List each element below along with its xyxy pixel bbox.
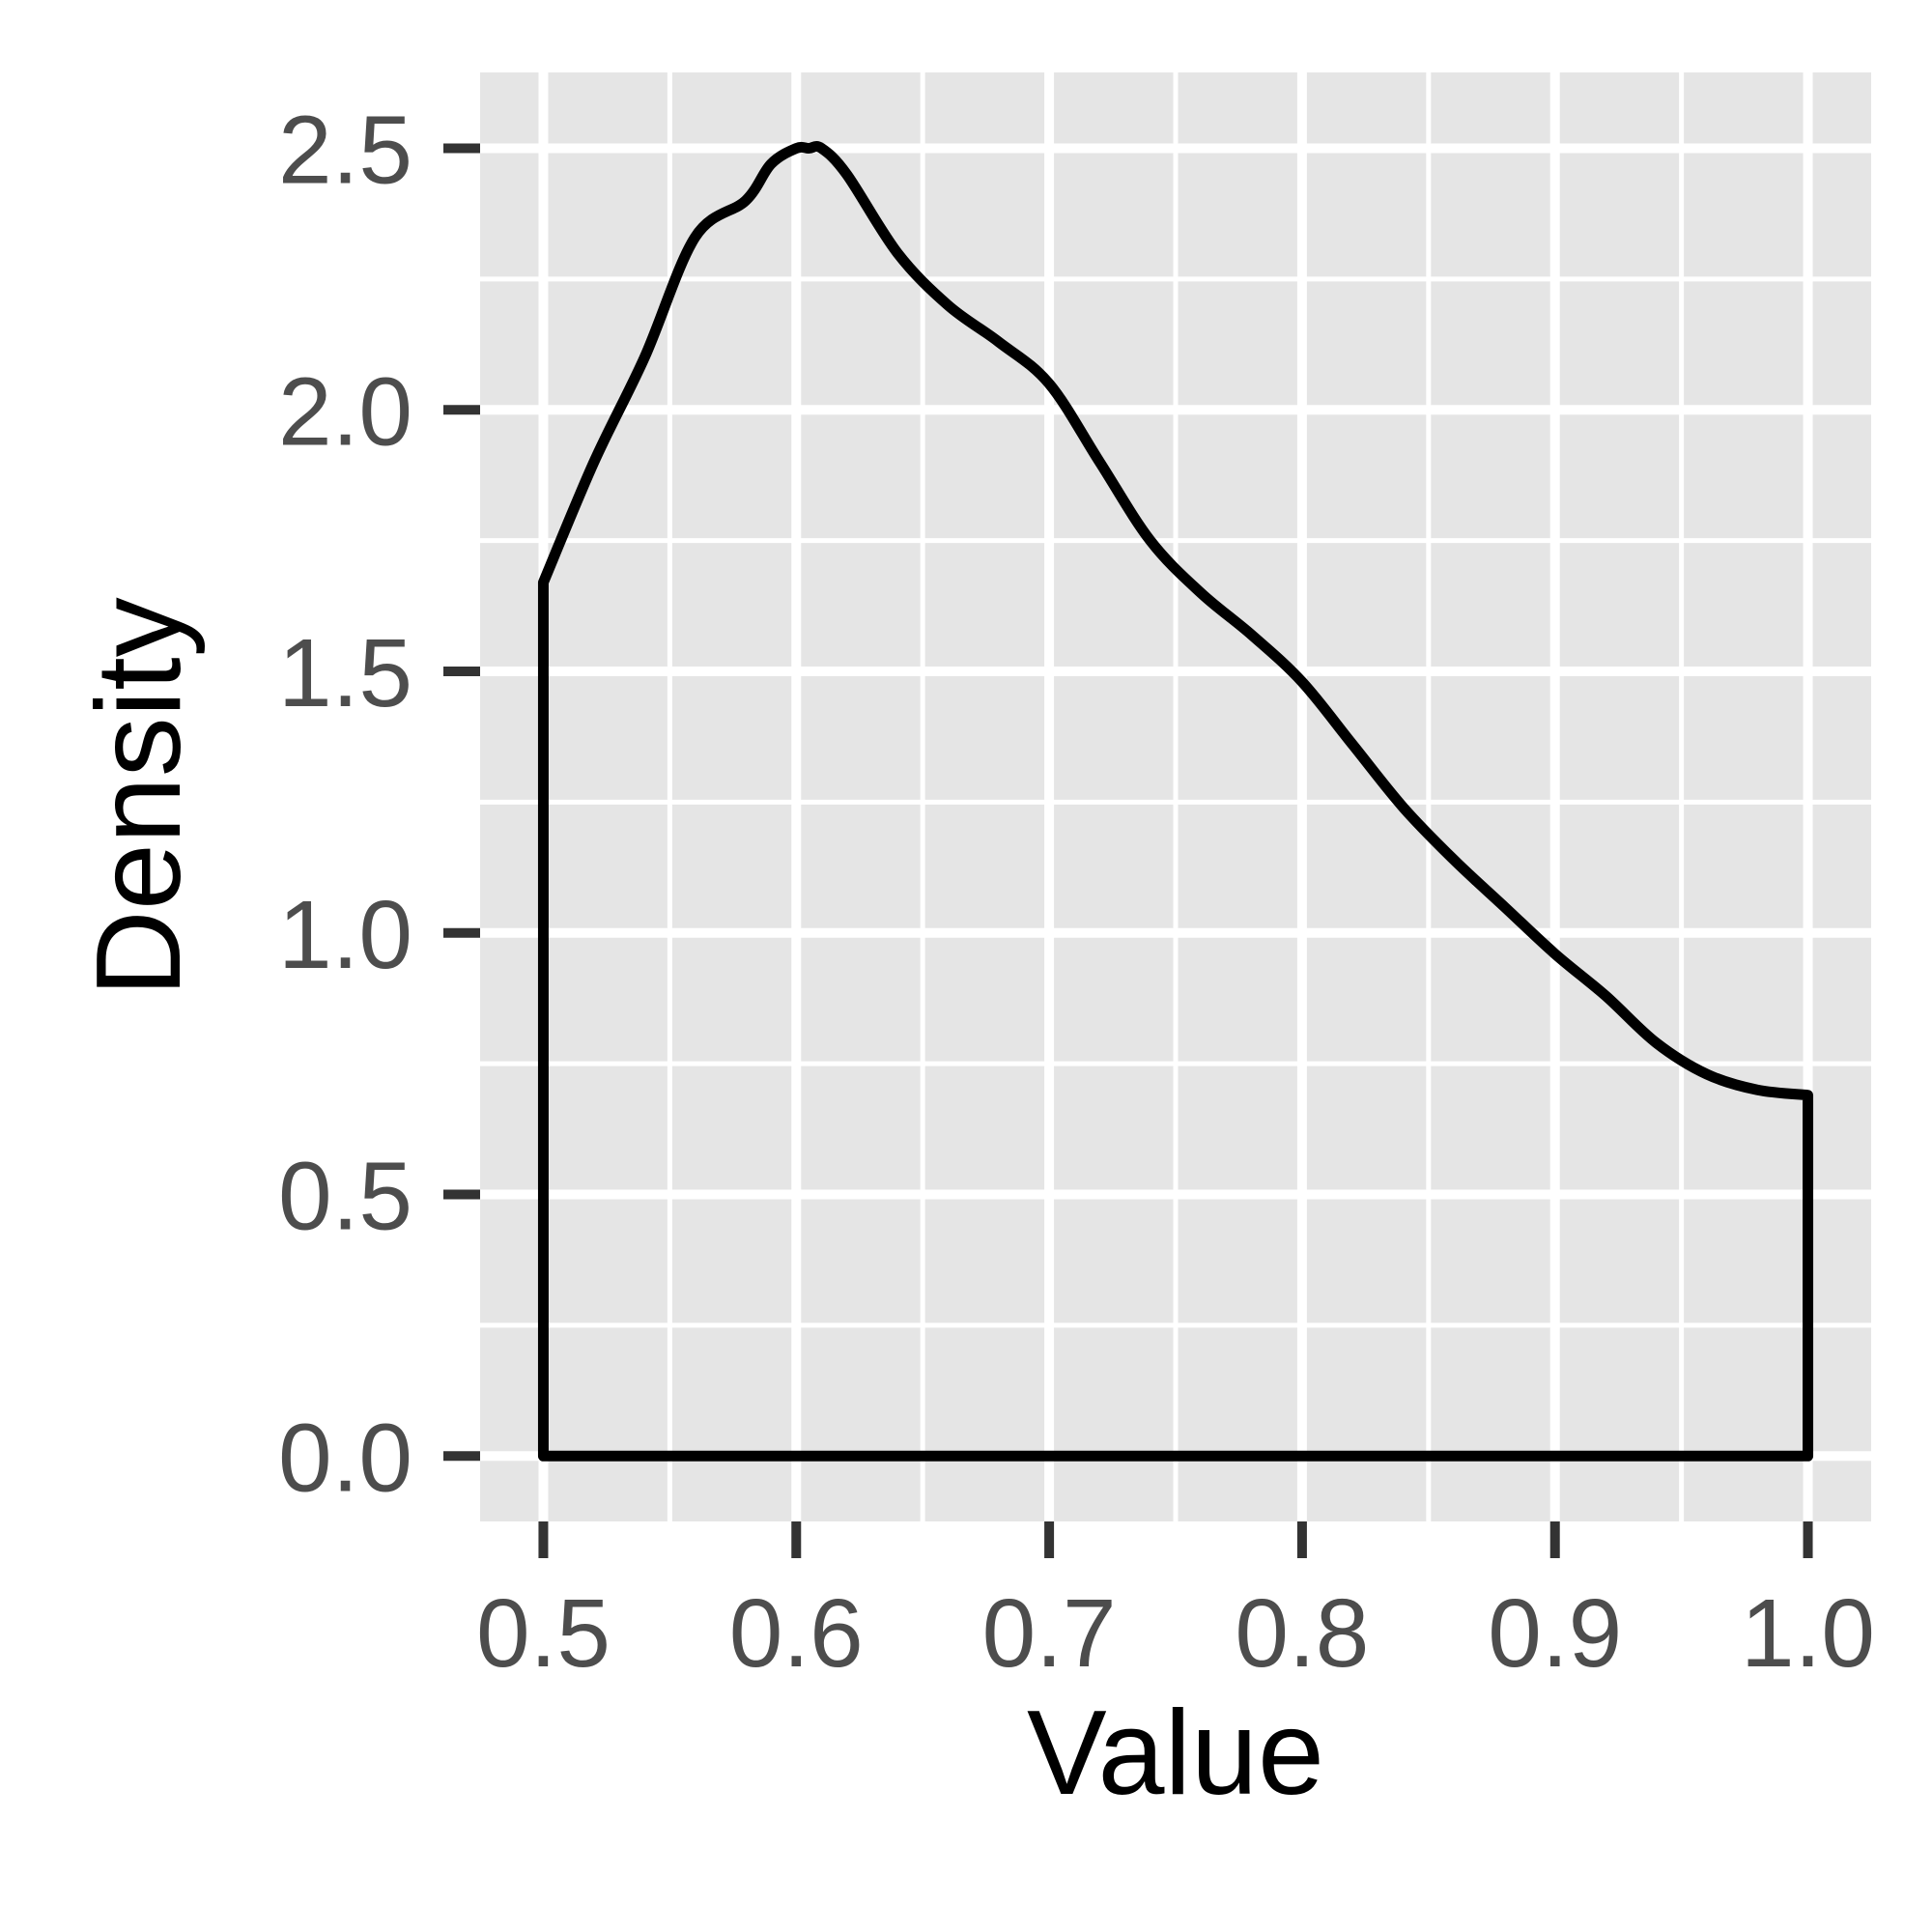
x-tick-label: 0.9 xyxy=(1488,1579,1622,1688)
y-tick-label: 2.0 xyxy=(278,357,412,466)
y-tick-label: 0.5 xyxy=(278,1143,412,1251)
x-tick-label: 0.8 xyxy=(1235,1579,1369,1688)
x-tick-label: 0.5 xyxy=(476,1579,611,1688)
y-tick-label: 0.0 xyxy=(278,1404,412,1512)
x-axis: 0.5 0.6 0.7 0.8 0.9 1.0 xyxy=(476,1521,1875,1688)
x-tick-label: 0.6 xyxy=(729,1579,864,1688)
y-tick-label: 1.5 xyxy=(278,619,412,727)
y-axis: 0.0 0.5 1.0 1.5 2.0 2.5 xyxy=(278,97,480,1512)
minor-gridlines xyxy=(480,72,1871,1521)
x-tick-label: 1.0 xyxy=(1741,1579,1875,1688)
y-tick-label: 1.0 xyxy=(278,881,412,989)
density-line xyxy=(537,141,1814,1462)
x-tick-label: 0.7 xyxy=(982,1579,1117,1688)
x-axis-title: Value xyxy=(1027,1687,1324,1820)
y-tick-label: 2.5 xyxy=(278,97,412,205)
y-axis-title: Density xyxy=(72,597,206,996)
